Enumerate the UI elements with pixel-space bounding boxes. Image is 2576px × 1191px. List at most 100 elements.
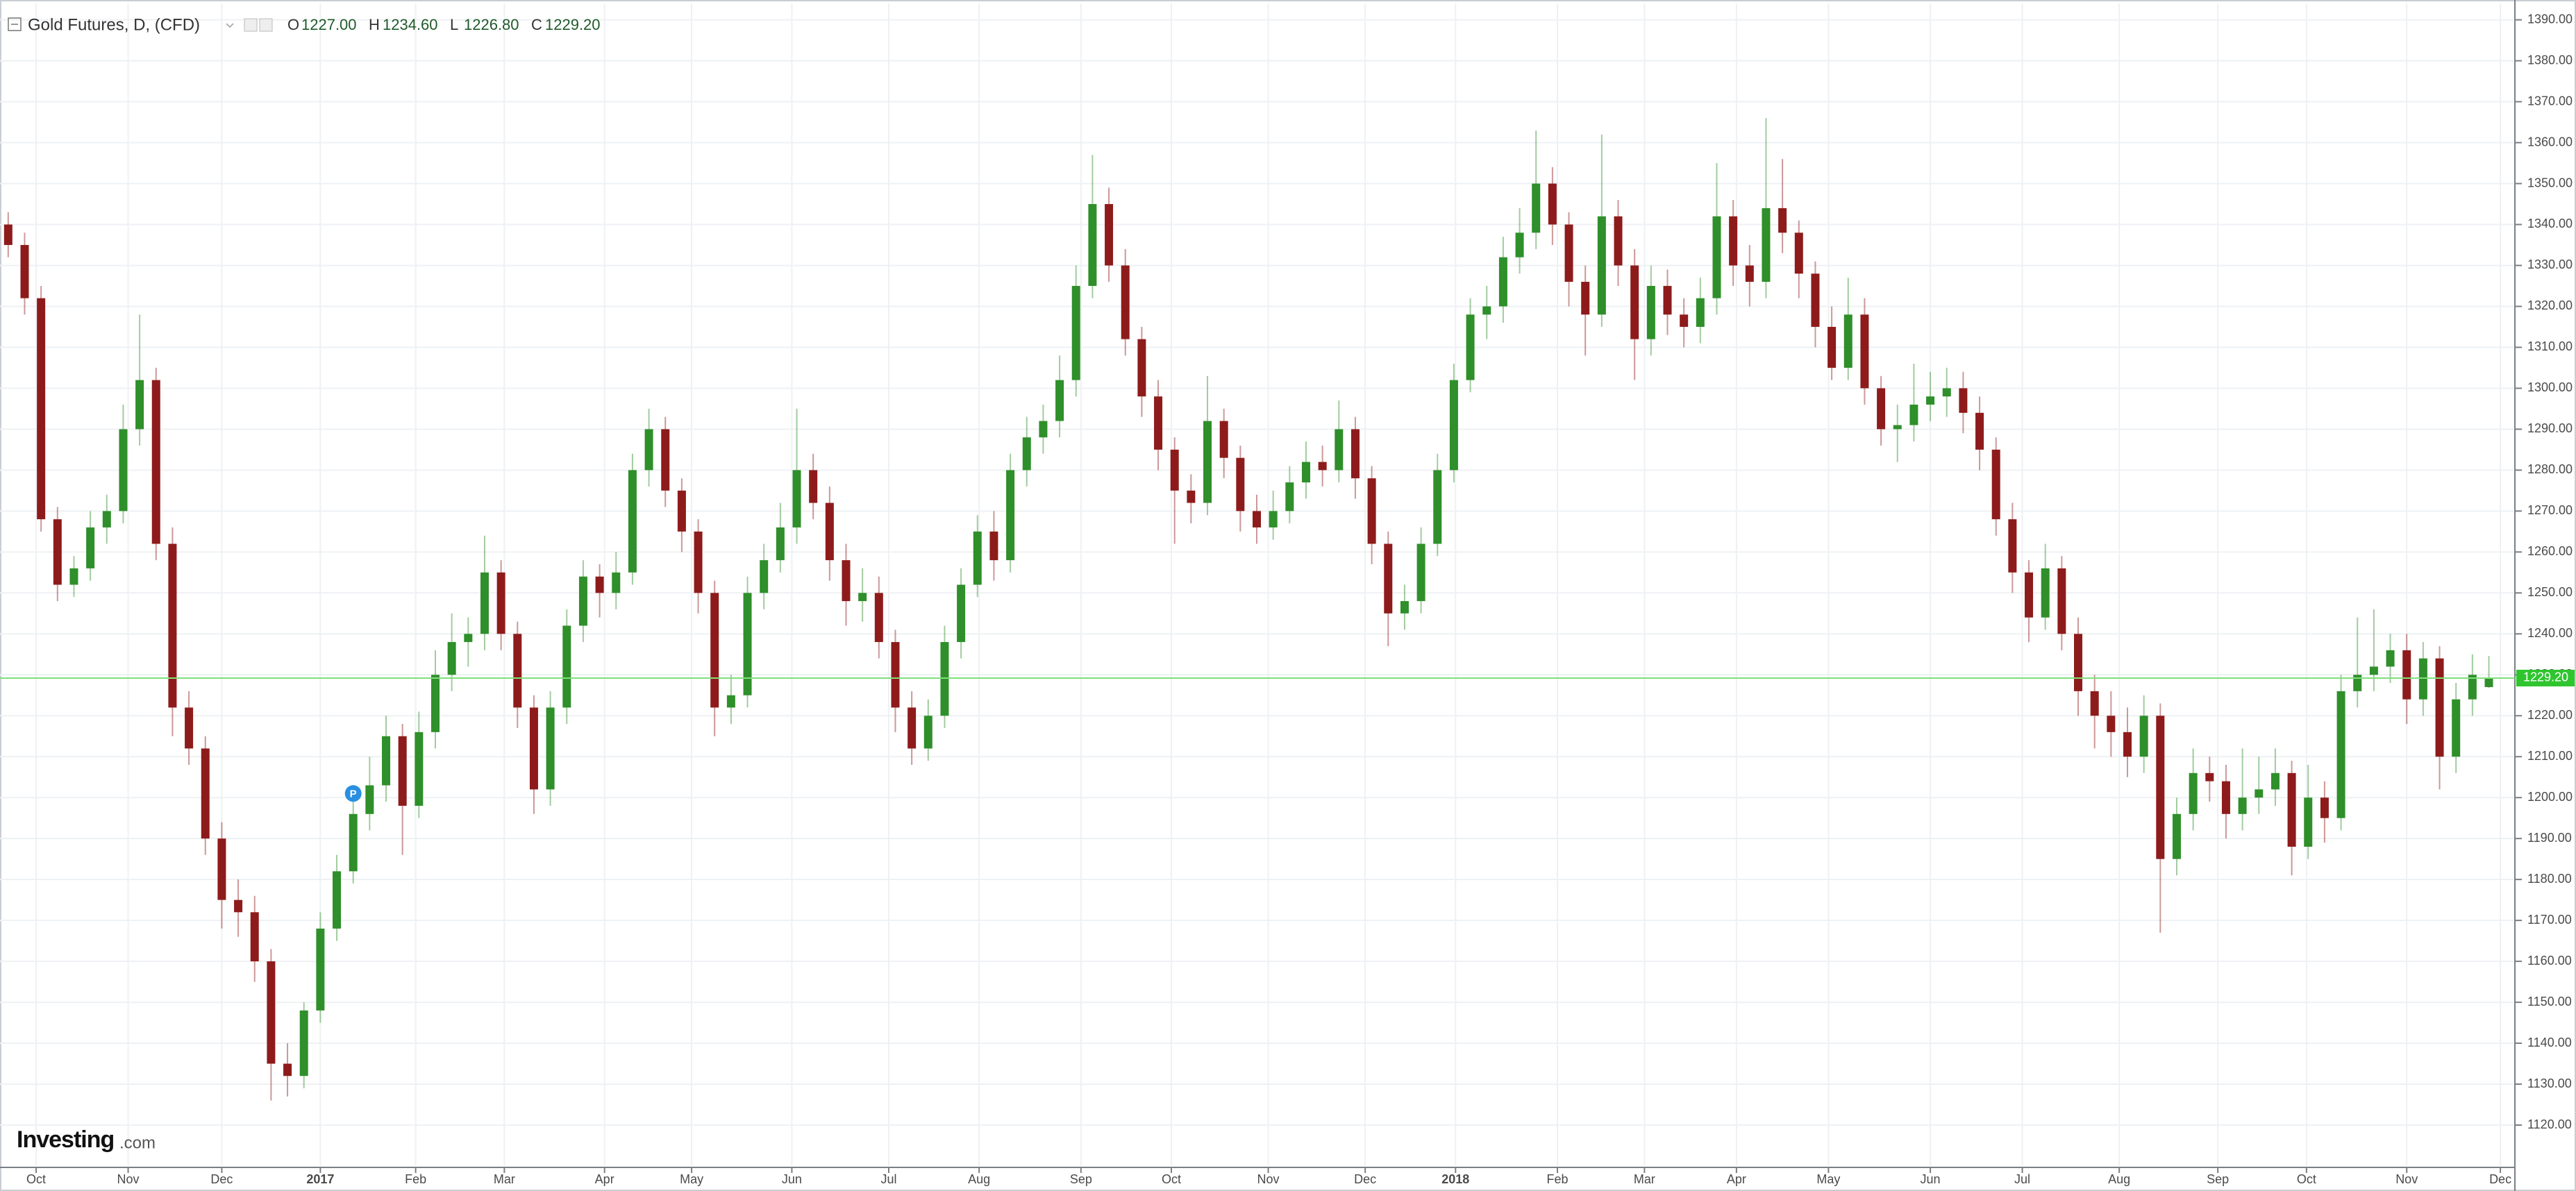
candle-body xyxy=(989,531,998,561)
x-tick-label: May xyxy=(680,1172,703,1186)
candle-body xyxy=(644,429,653,471)
candle-body xyxy=(398,736,407,806)
x-tick-label: 2017 xyxy=(306,1172,334,1186)
candle-body xyxy=(86,527,95,568)
candle-body xyxy=(1794,233,1803,274)
candle-body xyxy=(825,502,834,561)
candle-body xyxy=(430,675,440,732)
close-icon[interactable] xyxy=(259,18,273,32)
x-tick-label: Oct xyxy=(26,1172,46,1186)
candle-body xyxy=(217,838,226,900)
candle-body xyxy=(382,736,391,786)
candle-body xyxy=(2107,716,2116,732)
candle-body xyxy=(1416,543,1425,602)
y-tick-label: 1320.00 xyxy=(2527,298,2573,312)
ohlc-value: 1226.80 xyxy=(464,16,519,33)
candle-body xyxy=(776,527,785,561)
y-tick-label: 1270.00 xyxy=(2527,503,2573,517)
x-tick-label: Feb xyxy=(1546,1172,1568,1186)
ohlc-value: 1229.20 xyxy=(545,16,601,33)
candle-body xyxy=(1745,265,1754,282)
candle-body xyxy=(726,695,735,708)
candle-body xyxy=(1975,412,1984,450)
candle-body xyxy=(2025,572,2034,618)
candle-body xyxy=(2369,666,2378,675)
candle-body xyxy=(1285,482,1294,512)
candle-body xyxy=(349,813,358,872)
candle-body xyxy=(529,707,538,790)
x-tick-label: Mar xyxy=(494,1172,515,1186)
candle-body xyxy=(1384,543,1393,614)
candle-body xyxy=(1646,285,1655,339)
candle-body xyxy=(743,593,752,695)
candle-body xyxy=(1269,511,1278,527)
candle-body xyxy=(760,560,769,593)
candle-body xyxy=(1614,216,1623,266)
candle-body xyxy=(1433,470,1442,544)
candle-body xyxy=(513,634,522,708)
y-tick-label: 1330.00 xyxy=(2527,257,2573,271)
x-tick-label: Jun xyxy=(1921,1172,1941,1186)
dropdown-caret[interactable] xyxy=(226,23,234,28)
candle-body xyxy=(1006,470,1015,561)
candle-body xyxy=(2287,772,2296,847)
candle-body xyxy=(1318,462,1327,471)
candle-body xyxy=(595,576,604,593)
candle-body xyxy=(2205,772,2214,782)
candle-body xyxy=(1022,437,1031,471)
candle-body xyxy=(2090,691,2099,716)
candle-body xyxy=(1137,339,1146,397)
y-tick-label: 1390.00 xyxy=(2527,12,2573,26)
y-tick-label: 1240.00 xyxy=(2527,626,2573,640)
candle-body xyxy=(415,732,424,806)
last-price-box xyxy=(2516,669,2575,686)
candle-body xyxy=(1663,285,1672,315)
y-tick-label: 1260.00 xyxy=(2527,544,2573,558)
candle-body xyxy=(1335,429,1344,471)
candle-body xyxy=(2057,568,2066,634)
candle-body xyxy=(1253,511,1261,527)
candle-body xyxy=(1088,203,1097,286)
header: Gold Futures, D, (CFD) xyxy=(8,15,273,34)
candle-body xyxy=(546,707,555,790)
ohlc-key: O xyxy=(287,16,299,33)
annotation-marker xyxy=(344,785,362,802)
candle-body xyxy=(612,572,621,593)
candle-body xyxy=(316,928,325,1011)
ohlc-key: C xyxy=(531,16,542,33)
y-tick-label: 1210.00 xyxy=(2527,749,2573,763)
logo-suffix: .com xyxy=(119,1133,156,1152)
candle-body xyxy=(365,785,374,814)
y-tick-label: 1370.00 xyxy=(2527,94,2573,108)
candle-body xyxy=(1350,429,1360,479)
candle-body xyxy=(694,531,703,593)
candle-body xyxy=(1154,396,1163,450)
candle-body xyxy=(2008,519,2017,573)
candle-body xyxy=(2304,797,2313,847)
candle-body xyxy=(2353,675,2362,691)
y-tick-label: 1290.00 xyxy=(2527,421,2573,435)
candle-body xyxy=(1630,265,1639,339)
y-tick-label: 1190.00 xyxy=(2527,831,2572,845)
candle-body xyxy=(234,899,243,913)
candle-body xyxy=(1991,449,2000,520)
candle-body xyxy=(957,584,966,643)
ohlc-readout: O 1227.00 H 1234.60 L 1226.80 C 1229.20 xyxy=(287,16,601,33)
settings-icon[interactable] xyxy=(244,18,258,32)
candle-body xyxy=(1843,314,1852,368)
candle-body xyxy=(447,642,456,675)
collapse-icon[interactable] xyxy=(8,17,22,31)
candle-body xyxy=(2221,781,2230,814)
x-tick-label: Dec xyxy=(2489,1172,2511,1186)
candle-body xyxy=(874,593,883,643)
candle-body xyxy=(1203,421,1212,503)
candle-body xyxy=(2156,716,2165,859)
candle-body xyxy=(858,593,867,602)
candle-body xyxy=(1170,449,1179,491)
logo: Investing .com xyxy=(17,1126,156,1153)
x-tick-label: Apr xyxy=(1727,1172,1746,1186)
ohlc-value: 1227.00 xyxy=(301,16,357,33)
candle-body xyxy=(151,380,160,544)
